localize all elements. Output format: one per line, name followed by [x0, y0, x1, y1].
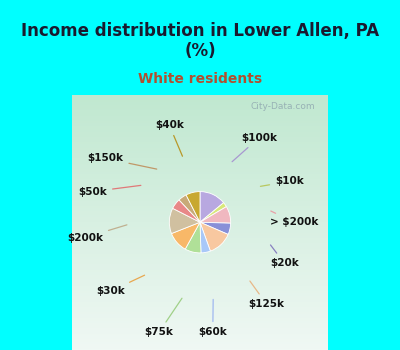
- Text: > $200k: > $200k: [270, 211, 319, 227]
- Wedge shape: [200, 222, 228, 251]
- Text: $75k: $75k: [145, 298, 182, 337]
- Text: $150k: $150k: [88, 153, 157, 169]
- Text: Income distribution in Lower Allen, PA
(%): Income distribution in Lower Allen, PA (…: [21, 22, 379, 60]
- Wedge shape: [179, 195, 200, 222]
- Text: $10k: $10k: [260, 176, 304, 186]
- Text: White residents: White residents: [138, 72, 262, 86]
- Text: $40k: $40k: [155, 120, 184, 156]
- Wedge shape: [200, 191, 224, 222]
- Text: $50k: $50k: [78, 186, 141, 197]
- Wedge shape: [186, 191, 200, 222]
- Wedge shape: [169, 208, 200, 233]
- Wedge shape: [200, 222, 231, 234]
- Text: $60k: $60k: [198, 299, 227, 337]
- Text: City-Data.com: City-Data.com: [250, 102, 315, 111]
- Wedge shape: [200, 206, 231, 223]
- Wedge shape: [200, 222, 210, 253]
- Text: $200k: $200k: [67, 225, 127, 243]
- Text: $125k: $125k: [248, 281, 284, 309]
- Text: $30k: $30k: [96, 275, 144, 296]
- Wedge shape: [173, 200, 200, 222]
- Text: $100k: $100k: [232, 133, 277, 162]
- Wedge shape: [172, 222, 200, 249]
- Wedge shape: [185, 222, 201, 253]
- Text: $20k: $20k: [270, 245, 299, 268]
- Wedge shape: [200, 203, 226, 222]
